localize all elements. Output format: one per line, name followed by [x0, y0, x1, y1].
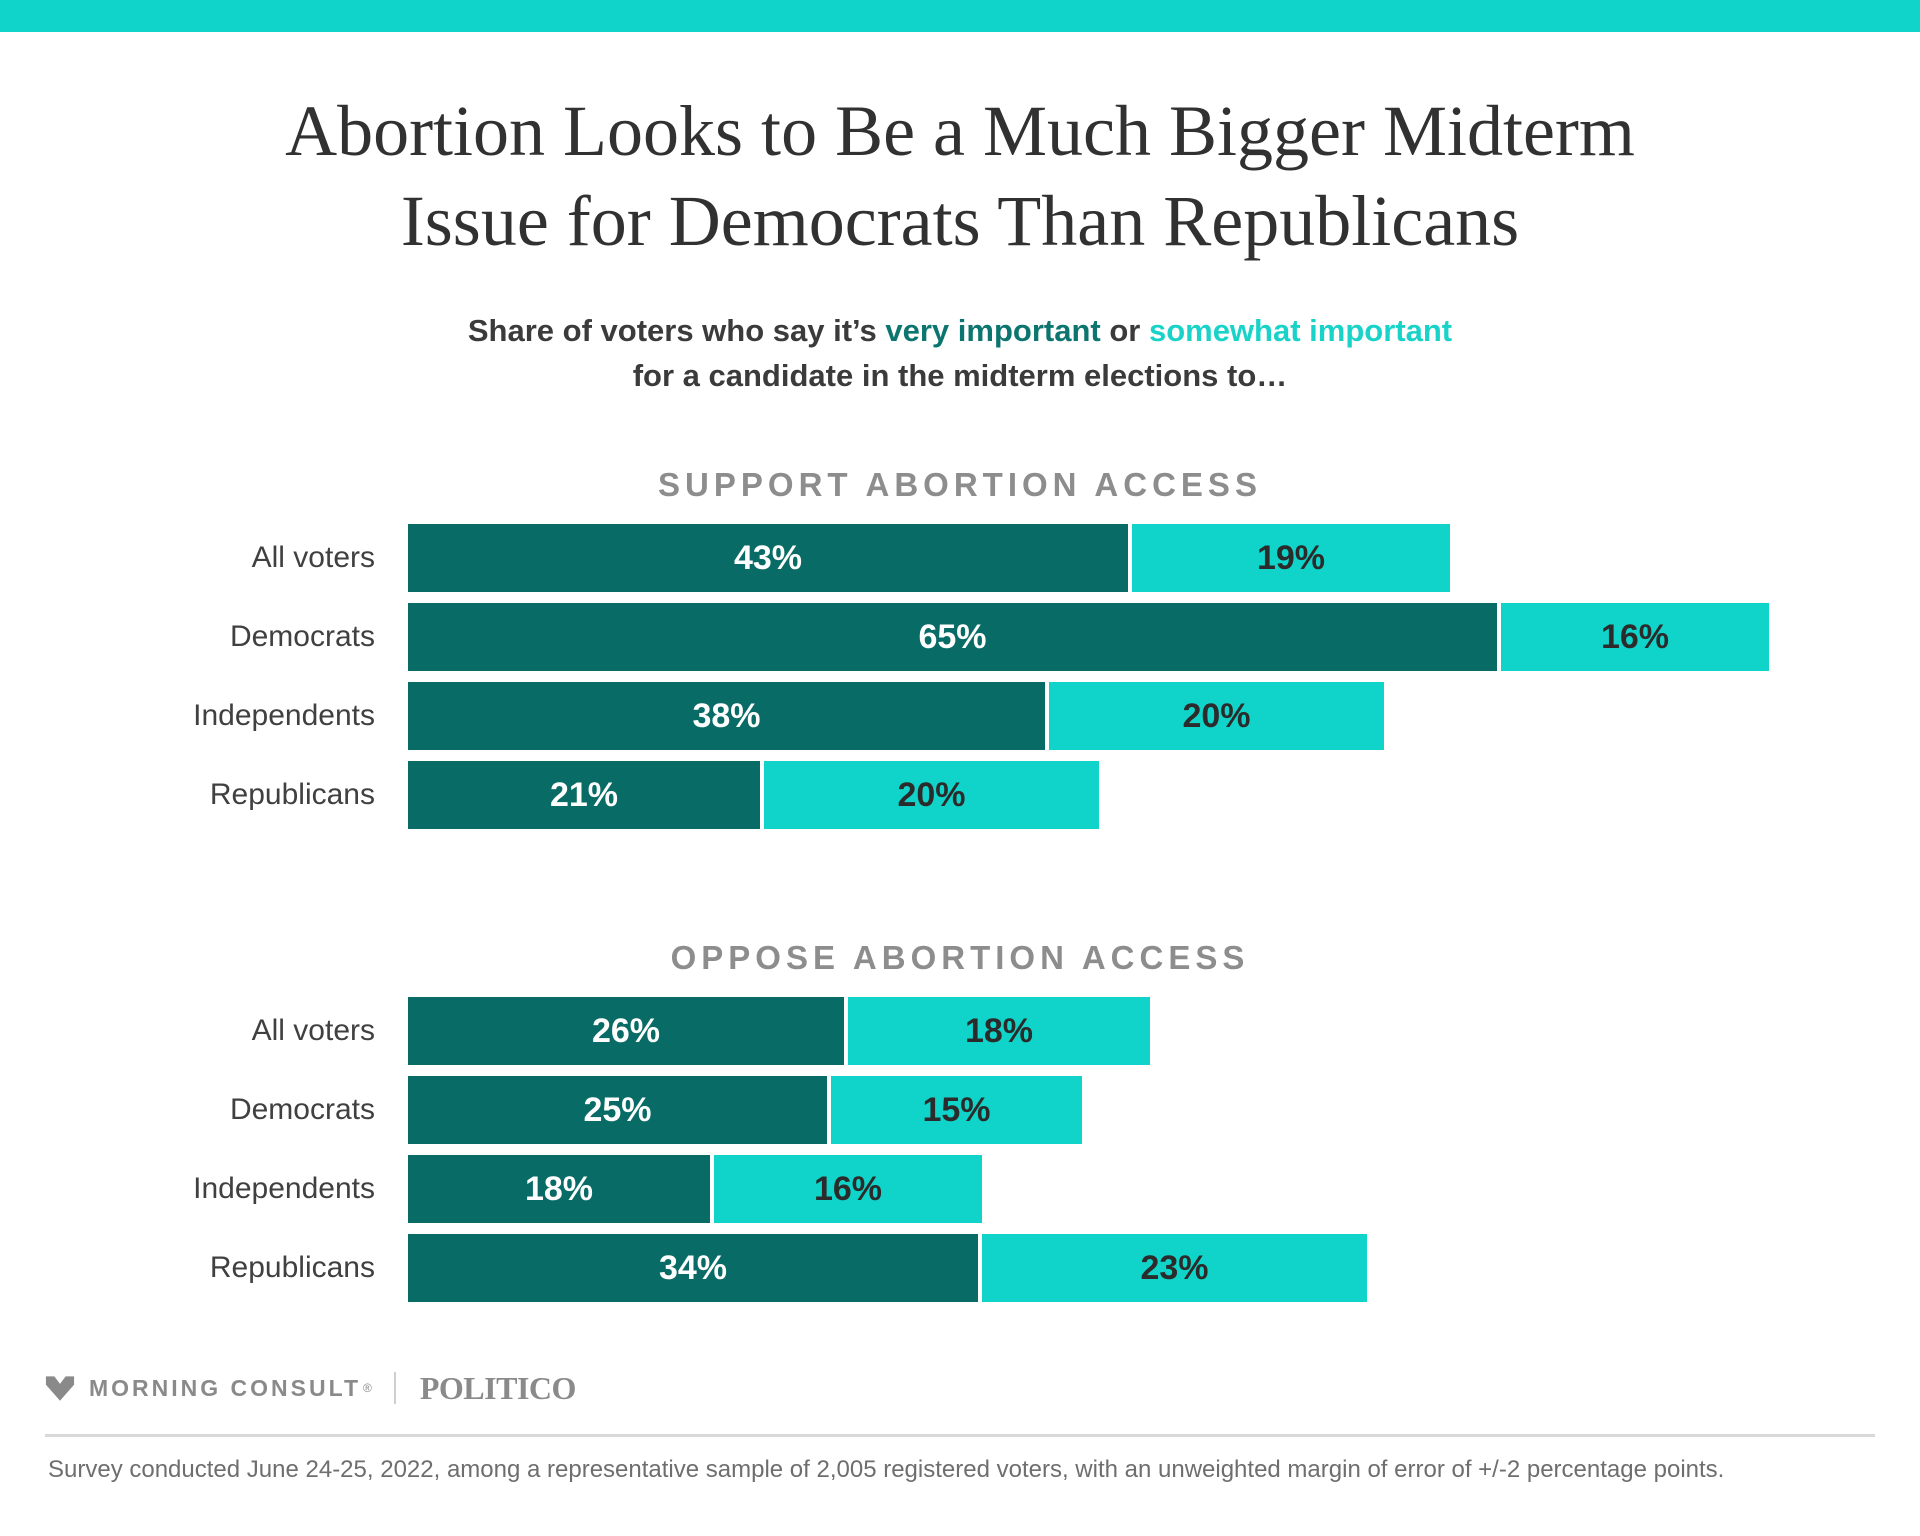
bar-chart-support: All voters 43% 19% Democrats 65% 16% Independe… [0, 524, 1920, 829]
segment-value-label: 16% [813, 1169, 883, 1208]
chart-section-support: SUPPORT ABORTION ACCESS All voters 43% 19%… [0, 466, 1920, 829]
footer-divider-line [45, 1434, 1875, 1437]
category-label: Republicans [209, 1251, 375, 1284]
segment-somewhat-important: 20% [1049, 682, 1384, 750]
segment-somewhat-important: 19% [1132, 524, 1450, 592]
segment-value-label: 26% [591, 1011, 661, 1050]
category-label: Democrats [229, 1093, 375, 1126]
bar-row-democrats: Democrats 65% 16% [0, 603, 1920, 671]
bar-track: 25% 15% [408, 1076, 1082, 1144]
legend-somewhat-important: somewhat important [1148, 313, 1453, 348]
survey-footnote: Survey conducted June 24-25, 2022, among… [48, 1456, 1725, 1483]
segment-somewhat-important: 15% [831, 1076, 1082, 1144]
bar-track: 43% 19% [408, 524, 1450, 592]
segment-value-label: 65% [918, 617, 987, 656]
bar-row-all-voters: All voters 26% 18% [0, 997, 1920, 1065]
segment-value-label: 21% [549, 775, 619, 814]
subtitle-line2: for a candidate in the midterm elections… [632, 358, 1288, 393]
segment-value-label: 25% [583, 1090, 652, 1129]
segment-very-important: 38% [408, 682, 1045, 750]
subtitle-line1: Share of voters who say it’s very import… [0, 308, 1920, 353]
segment-value-label: 34% [658, 1248, 728, 1287]
bar-track: 26% 18% [408, 997, 1150, 1065]
segment-value-label: 38% [692, 696, 761, 735]
segment-value-label: 18% [524, 1169, 594, 1208]
segment-value-label: 20% [1182, 696, 1251, 735]
segment-very-important: 18% [408, 1155, 710, 1223]
legend-very-important: very important [885, 313, 1101, 348]
category-label: Independents [193, 699, 375, 732]
segment-very-important: 65% [408, 603, 1497, 671]
page-title-line1: Abortion Looks to Be a Much Bigger Midte… [285, 91, 1635, 171]
bar-row-republicans: Republicans 21% 20% [0, 761, 1920, 829]
chart-section-oppose: OPPOSE ABORTION ACCESS All voters 26% 18% D… [0, 939, 1920, 1302]
bar-track: 38% 20% [408, 682, 1384, 750]
bar-track: 18% 16% [408, 1155, 982, 1223]
page-title: Abortion Looks to Be a Much Bigger Midte… [0, 86, 1920, 266]
segment-value-label: 18% [964, 1011, 1034, 1050]
segment-very-important: 43% [408, 524, 1128, 592]
bar-track: 34% 23% [408, 1234, 1367, 1302]
segment-very-important: 21% [408, 761, 760, 829]
segment-somewhat-important: 18% [848, 997, 1150, 1065]
bar-row-independents: Independents 18% 16% [0, 1155, 1920, 1223]
bar-row-independents: Independents 38% 20% [0, 682, 1920, 750]
footer: MORNING CONSULT ® POLITICO Survey conduct… [0, 1369, 1920, 1485]
segment-somewhat-important: 20% [764, 761, 1099, 829]
bar-track: 65% 16% [408, 603, 1769, 671]
subtitle-connector: or [1100, 313, 1149, 348]
bar-chart-oppose: All voters 26% 18% Democrats 25% 15% Independe… [0, 997, 1920, 1302]
segment-value-label: 23% [1140, 1248, 1209, 1287]
segment-value-label: 16% [1600, 617, 1670, 656]
politico-wordmark: POLITICO [419, 1369, 577, 1406]
category-label: Independents [193, 1172, 375, 1205]
top-accent-bar [0, 0, 1920, 32]
registered-trademark-symbol: ® [363, 1381, 372, 1395]
segment-very-important: 26% [408, 997, 844, 1065]
bar-row-republicans: Republicans 34% 23% [0, 1234, 1920, 1302]
segment-very-important: 34% [408, 1234, 978, 1302]
segment-very-important: 25% [408, 1076, 827, 1144]
category-label: All voters [251, 541, 375, 574]
bar-row-all-voters: All voters 43% 19% [0, 524, 1920, 592]
morning-consult-wordmark: MORNING CONSULT [89, 1374, 362, 1401]
morning-consult-logo-icon [45, 1375, 75, 1401]
segment-somewhat-important: 23% [982, 1234, 1367, 1302]
category-label: Republicans [209, 778, 375, 811]
segment-value-label: 19% [1256, 538, 1326, 577]
subtitle-prefix: Share of voters who say it’s [467, 313, 886, 348]
segment-value-label: 43% [733, 538, 803, 577]
segment-somewhat-important: 16% [714, 1155, 982, 1223]
segment-somewhat-important: 16% [1501, 603, 1769, 671]
section-title-support: SUPPORT ABORTION ACCESS [658, 466, 1262, 503]
chart-subtitle: Share of voters who say it’s very import… [0, 308, 1920, 398]
section-title-oppose: OPPOSE ABORTION ACCESS [670, 939, 1250, 976]
bar-track: 21% 20% [408, 761, 1099, 829]
segment-value-label: 15% [922, 1090, 991, 1129]
page-title-line2: Issue for Democrats Than Republicans [400, 181, 1520, 261]
segment-value-label: 20% [897, 775, 966, 814]
category-label: All voters [251, 1014, 375, 1047]
bar-row-democrats: Democrats 25% 15% [0, 1076, 1920, 1144]
category-label: Democrats [229, 620, 375, 653]
brand-divider [393, 1372, 396, 1404]
brand-row: MORNING CONSULT ® POLITICO [45, 1369, 1920, 1406]
